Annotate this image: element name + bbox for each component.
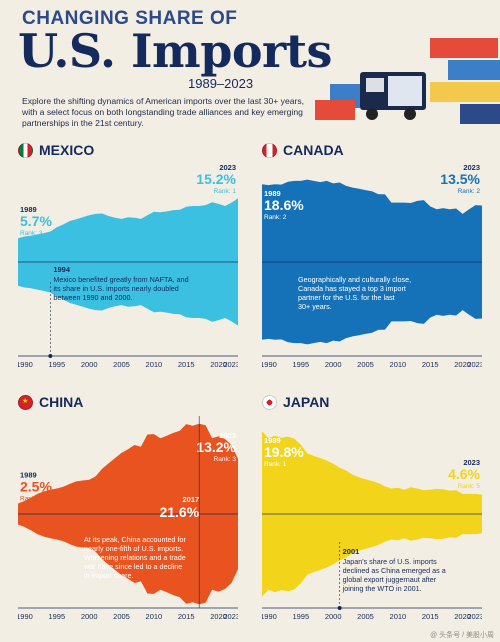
end-year-label: 2023: [219, 164, 236, 172]
x-tick-label: 1995: [292, 360, 309, 369]
annotation-text: Mexico benefited greatly from NAFTA, and…: [53, 275, 188, 302]
end-value-label: 4.6%: [448, 466, 480, 482]
x-tick-label: 2005: [113, 360, 130, 369]
annotation-year: 2001: [343, 547, 360, 556]
x-tick-label: 2000: [81, 612, 98, 621]
x-tick-label: 2015: [178, 360, 195, 369]
annotation-marker: [337, 606, 342, 610]
country-name: CANADA: [283, 142, 344, 158]
x-tick-label: 2000: [81, 360, 98, 369]
x-tick-label: 2010: [146, 612, 163, 621]
x-tick-label: 2000: [325, 360, 342, 369]
x-tick-label: 2023: [223, 612, 238, 621]
annotation-text: Japan's share of U.S. imports declined as…: [342, 557, 446, 593]
peak-value-label: 21.6%: [159, 504, 199, 520]
x-tick-label: 2005: [357, 360, 374, 369]
footer-credit: @ 头条号 / 美股小周: [430, 632, 494, 639]
x-tick-label: 2020: [210, 360, 227, 369]
start-value-label: 19.8%: [264, 444, 304, 460]
start-rank-label: Rank: 3: [20, 230, 43, 237]
x-tick-label: 2015: [422, 612, 439, 621]
annotation-text: At its peak, China accounted for nearly o…: [83, 535, 186, 580]
panel-header: CANADA: [262, 142, 344, 158]
china-share-chart: 1990 1995 2000 2005 2010 2015 2020202319892.5%…: [18, 416, 238, 621]
x-tick-label: 2020: [454, 612, 471, 621]
start-rank-label: Rank: 2: [264, 214, 287, 221]
header-kicker: CHANGING SHARE OF: [22, 8, 238, 29]
mexico-flag-icon: [18, 142, 33, 158]
country-name: CHINA: [39, 394, 84, 410]
start-rank-label: Rank: 10: [20, 496, 46, 503]
panel-header: ★ CHINA: [18, 394, 83, 410]
end-rank-label: Rank: 3: [214, 456, 237, 463]
x-tick-label: 2023: [223, 360, 238, 369]
end-year-label: 2023: [219, 431, 236, 440]
peak-year-label: 2017: [182, 495, 199, 504]
annotation-text: Geographically and culturally close, Cana…: [298, 275, 411, 311]
header-years: 1989–2023: [188, 76, 254, 91]
x-tick-label: 1995: [292, 612, 309, 621]
start-year-label: 1989: [264, 189, 281, 198]
x-tick-label: 2010: [390, 360, 407, 369]
x-tick-label: 1990: [262, 360, 277, 369]
x-tick-label: 2000: [325, 612, 342, 621]
end-value-label: 15.2%: [196, 171, 236, 187]
x-tick-label: 1990: [262, 612, 277, 621]
end-year-label: 2023: [463, 458, 480, 467]
start-year-label: 1989: [20, 471, 37, 480]
japan-flag-icon: [262, 394, 277, 410]
x-tick-label: 1995: [48, 612, 65, 621]
x-tick-label: 2005: [357, 612, 374, 621]
start-value-label: 18.6%: [264, 197, 304, 213]
x-tick-label: 2015: [422, 360, 439, 369]
x-tick-label: 2010: [390, 612, 407, 621]
x-tick-label: 2023: [467, 360, 482, 369]
start-value-label: 2.5%: [20, 479, 52, 495]
x-tick-label: 1990: [18, 360, 33, 369]
x-tick-label: 2015: [178, 612, 195, 621]
panel-header: JAPAN: [262, 394, 329, 410]
page-title: U.S. Imports: [18, 24, 332, 78]
x-tick-label: 2010: [146, 360, 163, 369]
panel-header: MEXICO: [18, 142, 94, 158]
country-name: MEXICO: [39, 142, 95, 158]
start-year-label: 1989: [20, 205, 37, 214]
end-rank-label: Rank: 2: [458, 188, 481, 195]
end-value-label: 13.5%: [440, 171, 480, 187]
end-rank-label: Rank: 1: [214, 188, 237, 195]
end-value-label: 13.2%: [196, 439, 236, 455]
end-year-label: 2023: [463, 164, 480, 172]
x-tick-label: 1990: [18, 612, 33, 621]
annotation-marker: [48, 354, 53, 358]
canada-share-chart: 1990 1995 2000 2005 2010 2015 20202023198918.6…: [262, 164, 482, 369]
x-tick-label: 2023: [467, 612, 482, 621]
china-flag-icon: ★: [18, 394, 33, 410]
start-value-label: 5.7%: [20, 213, 52, 229]
japan-share-chart: 1990 1995 2000 2005 2010 2015 20202023198919.8…: [262, 431, 482, 621]
country-name: JAPAN: [283, 394, 330, 410]
x-tick-label: 2020: [210, 612, 227, 621]
mexico-share-chart: 1990 1995 2000 2005 2010 2015 2020202319895.7%…: [18, 164, 238, 369]
canada-flag-icon: [262, 142, 277, 158]
x-tick-label: 2020: [454, 360, 471, 369]
intro-text: Explore the shifting dynamics of America…: [22, 96, 305, 128]
end-rank-label: Rank: 5: [458, 483, 481, 490]
start-rank-label: Rank: 1: [264, 461, 287, 468]
annotation-year: 1994: [53, 265, 71, 274]
start-year-label: 1989: [264, 436, 281, 445]
x-tick-label: 1995: [48, 360, 65, 369]
x-tick-label: 2005: [113, 612, 130, 621]
shipping-containers-illustration: [315, 38, 500, 124]
